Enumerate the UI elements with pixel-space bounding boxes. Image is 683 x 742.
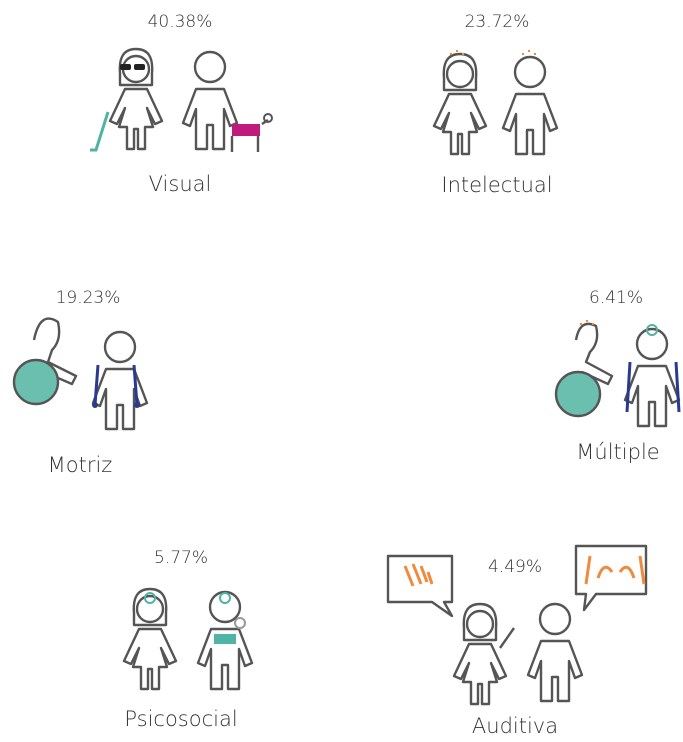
icon-motriz — [14, 319, 147, 429]
icon-intelectual — [434, 51, 557, 154]
percent: 40.38% — [148, 12, 213, 32]
percent: 19.23% — [56, 288, 121, 308]
percent: 4.49% — [488, 557, 542, 577]
icon-visual — [90, 49, 272, 152]
category-label: Psicosocial — [124, 707, 237, 731]
infographic: 40.38% Visual 23.72% Intelectual 19.23% Motri… — [0, 0, 683, 742]
category-label: Auditiva — [472, 714, 558, 738]
percent: 6.41% — [589, 288, 643, 308]
category-label: Visual — [149, 172, 212, 196]
category-label: Múltiple — [576, 440, 659, 464]
category-label: Intelectual — [441, 173, 552, 197]
percent: 5.77% — [154, 548, 208, 568]
percent: 23.72% — [465, 12, 530, 32]
icon-multiple — [556, 321, 679, 426]
category-label: Motriz — [48, 453, 113, 477]
icon-psicosocial — [124, 589, 252, 689]
